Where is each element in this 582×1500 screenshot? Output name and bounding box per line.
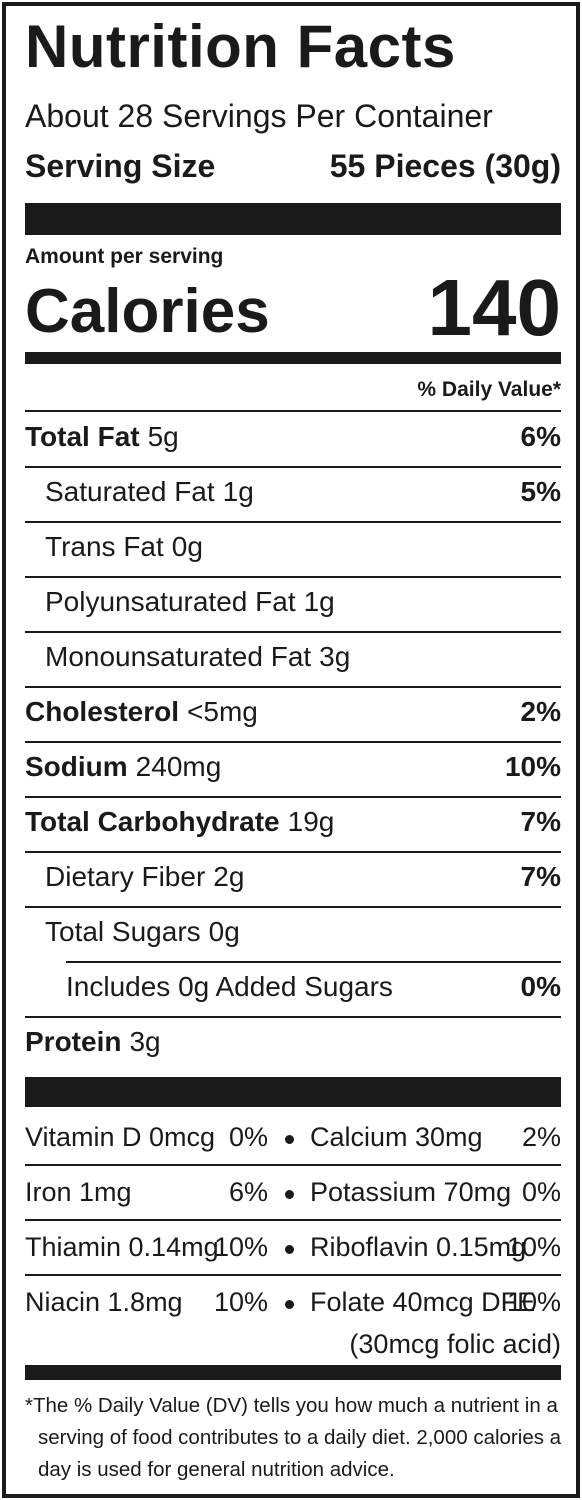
nutrient-amount: 0g [208, 916, 240, 947]
nutrient-row: Total Fat 5g [25, 421, 179, 453]
nutrient-amount: 1g [303, 586, 335, 617]
rule [25, 1274, 561, 1276]
nutrient-name: Cholesterol [25, 696, 180, 727]
nutrient-row: Total Carbohydrate 19g [25, 806, 334, 838]
nutrient-dv: 7% [520, 861, 561, 892]
amount-per-serving: Amount per serving [25, 245, 224, 268]
rule [25, 686, 561, 688]
nutrient-name: Total Carbohydrate [25, 806, 280, 837]
nutrient-amount: 3g [319, 641, 351, 672]
nutrient-name: Polyunsaturated Fat [45, 586, 296, 617]
nutrient-amount: <5mg [187, 696, 258, 727]
nutrient-name: Total Fat [25, 421, 140, 452]
vitamin-name: Iron 1mg [25, 1177, 132, 1207]
thick-bar [25, 1077, 561, 1107]
bullet [285, 1190, 294, 1199]
rule [25, 851, 561, 853]
nutrient-row: Saturated Fat 1g [45, 476, 254, 508]
rule [25, 1016, 561, 1018]
serving-size-value: 55 Pieces (30g) [329, 148, 561, 184]
vitamin-dv: 6% [228, 1177, 268, 1207]
daily-value-header: % Daily Value* [417, 378, 561, 401]
rule [66, 961, 561, 963]
rule [25, 521, 561, 523]
vitamin-dv: 10% [506, 1232, 561, 1262]
nutrient-dv: 0% [520, 971, 561, 1002]
vitamin-name: Potassium 70mg [310, 1177, 512, 1207]
bullet [285, 1245, 294, 1254]
vitamin-name: Folate 40mcg DFE [310, 1287, 536, 1317]
rule [25, 410, 561, 412]
rule [25, 466, 561, 468]
nutrient-row: Dietary Fiber 2g [45, 861, 244, 893]
nutrient-name: Total Sugars [45, 916, 201, 947]
rule [25, 906, 561, 908]
serving-size-label: Serving Size [25, 148, 216, 184]
nutrient-dv: 2% [520, 696, 561, 727]
nutrient-row: Includes 0g Added Sugars [66, 971, 393, 1003]
rule [25, 1219, 561, 1221]
nutrient-amount: 5g [147, 421, 179, 452]
servings: About 28 Servings Per Container [25, 98, 493, 134]
nutrient-row: Polyunsaturated Fat 1g [45, 586, 335, 618]
medium-bar [25, 1365, 561, 1380]
nutrient-name: Sodium [25, 751, 128, 782]
vitamin-dv: 0% [228, 1122, 268, 1152]
bullet [285, 1135, 294, 1144]
vitamin-name: Riboflavin 0.15mg [310, 1232, 527, 1262]
vitamin-dv: 10% [213, 1287, 268, 1317]
nutrient-name: Dietary Fiber [45, 861, 206, 892]
medium-bar [25, 352, 561, 364]
nutrient-dv: 10% [504, 751, 561, 782]
title: Nutrition Facts [25, 13, 456, 80]
vitamin-name: Niacin 1.8mg [25, 1287, 183, 1317]
nutrient-dv: 7% [520, 806, 561, 837]
vitamin-dv: 0% [521, 1177, 561, 1207]
nutrient-row: Cholesterol <5mg [25, 696, 258, 728]
nutrient-amount: 2g [213, 861, 245, 892]
folate-note: (30mcg folic acid) [349, 1329, 561, 1359]
nutrient-amount: 240mg [135, 751, 222, 782]
rule [25, 796, 561, 798]
vitamin-name: Calcium 30mg [310, 1122, 483, 1152]
nutrient-name: Protein [25, 1026, 122, 1057]
nutrient-amount: 1g [222, 476, 254, 507]
calories-label: Calories [25, 277, 270, 346]
nutrient-row: Trans Fat 0g [45, 531, 203, 563]
nutrient-amount: 3g [129, 1026, 161, 1057]
bullet [285, 1300, 294, 1309]
vitamin-dv: 10% [506, 1287, 561, 1317]
nutrient-name: Includes 0g Added Sugars [66, 971, 393, 1002]
nutrient-amount: 19g [287, 806, 335, 837]
vitamin-dv: 2% [521, 1122, 561, 1152]
nutrient-name: Trans Fat [45, 531, 164, 562]
vitamin-name: Vitamin D 0mcg [25, 1122, 216, 1152]
calories-value: 140 [427, 263, 561, 352]
nutrient-row: Sodium 240mg [25, 751, 221, 783]
rule [25, 576, 561, 578]
vitamin-name: Thiamin 0.14mg [25, 1232, 219, 1262]
nutrient-dv: 5% [520, 476, 561, 507]
nutrient-row: Protein 3g [25, 1026, 161, 1058]
nutrient-amount: 0g [171, 531, 203, 562]
nutrient-name: Saturated Fat [45, 476, 215, 507]
rule [25, 1164, 561, 1166]
nutrient-row: Total Sugars 0g [45, 916, 240, 948]
rule [25, 631, 561, 633]
footnote: *The % Daily Value (DV) tells you how mu… [25, 1394, 562, 1481]
rule [25, 741, 561, 743]
nutrient-name: Monounsaturated Fat [45, 641, 312, 672]
vitamin-dv: 10% [213, 1232, 268, 1262]
thick-bar [25, 203, 561, 235]
nutrient-dv: 6% [520, 421, 561, 452]
nutrient-row: Monounsaturated Fat 3g [45, 641, 350, 673]
